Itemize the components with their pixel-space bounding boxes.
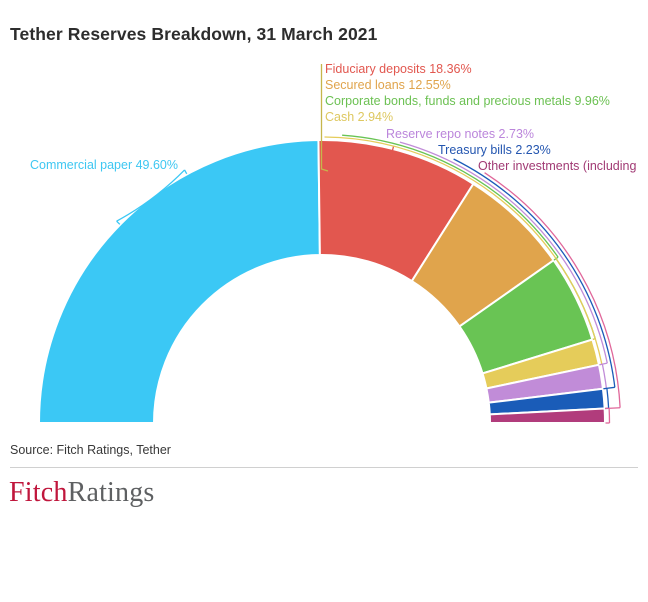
callout-reserve-repo-notes — [399, 141, 608, 364]
label-commercial-paper: Commercial paper 49.60% — [30, 158, 178, 172]
footer-divider — [10, 467, 638, 468]
label-secured-loans: Secured loans 12.55% — [325, 78, 451, 92]
slice-commercial-paper[interactable] — [37, 139, 321, 424]
callout-treasury-bills-bracket — [606, 388, 610, 409]
callout-treasury-bills — [453, 158, 616, 388]
callout-commercial-paper — [116, 169, 186, 222]
slice-other-investments-includ[interactable] — [488, 407, 607, 424]
callout-treasury-bills-tick — [603, 386, 615, 390]
source-note: Source: Fitch Ratings, Tether — [10, 443, 171, 457]
callout-corporate-bonds-funds-an — [342, 134, 559, 258]
callout-fiduciary-deposits — [389, 146, 395, 160]
callout-cash — [324, 136, 596, 339]
callout-commercial-paper-tick — [116, 220, 121, 225]
page-title: Tether Reserves Breakdown, 31 March 2021 — [10, 24, 378, 44]
label-reserve-repo-notes: Reserve repo notes 2.73% — [386, 127, 535, 141]
callout-cash-drop — [320, 64, 329, 172]
callout-other-investments-includ-tick — [605, 407, 621, 410]
callout-other-investments-includ — [484, 172, 621, 408]
label-treasury-bills: Treasury bills 2.23% — [438, 143, 551, 157]
fitch-ratings-logo: FitchRatings — [9, 477, 155, 509]
callout-cash-tick — [592, 338, 596, 341]
logo-ratings-text: Ratings — [67, 477, 155, 508]
callout-reserve-repo-notes-tick — [599, 362, 608, 366]
label-cash: Cash 2.94% — [325, 110, 394, 124]
label-fiduciary-deposits: Fiduciary deposits 18.36% — [325, 62, 472, 76]
callout-commercial-paper-tick — [184, 169, 188, 175]
label-other-investments: Other investments (including — [478, 159, 637, 173]
label-corporate-bonds: Corporate bonds, funds and precious meta… — [325, 94, 610, 108]
logo-fitch-text: Fitch — [9, 477, 68, 508]
